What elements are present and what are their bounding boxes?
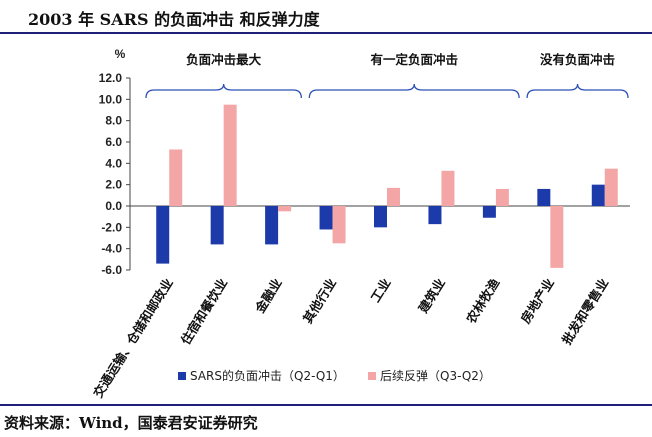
category-label: 农林牧渔 xyxy=(463,275,503,327)
bar-rebound-7 xyxy=(550,206,564,268)
bar-rebound-2 xyxy=(278,206,292,212)
bar-rebound-0 xyxy=(169,149,183,206)
bar-negative-shock-1 xyxy=(210,206,224,245)
bar-rebound-5 xyxy=(441,170,455,206)
y-tick-label: 6.0 xyxy=(105,135,122,149)
y-tick-label: 2.0 xyxy=(105,178,122,192)
y-tick-label: -6.0 xyxy=(101,263,122,277)
bar-negative-shock-4 xyxy=(374,206,387,228)
y-tick-label: 4.0 xyxy=(105,156,122,170)
bar-negative-shock-6 xyxy=(482,206,496,218)
category-label: 工业 xyxy=(368,275,394,305)
bar-negative-shock-7 xyxy=(537,188,551,206)
category-label: 建筑业 xyxy=(415,275,448,315)
legend-swatch xyxy=(178,372,186,380)
source-bar: 资料来源：Wind，国泰君安证券研究 xyxy=(0,404,652,437)
group-label: 有一定负面冲击 xyxy=(370,52,458,67)
legend-label: 后续反弹（Q3-Q2） xyxy=(380,369,491,383)
group-bracket xyxy=(308,83,520,99)
legend-label: SARS的负面冲击（Q2-Q1） xyxy=(190,368,345,383)
group-bracket xyxy=(526,83,629,99)
bar-rebound-1 xyxy=(223,104,237,206)
y-axis-unit: % xyxy=(115,47,126,61)
category-label: 其他行业 xyxy=(300,275,339,326)
bar-negative-shock-5 xyxy=(428,206,442,225)
title-bar: 2003 年 SARS 的负面冲击 和反弹力度 xyxy=(0,0,652,34)
group-label: 负面冲击最大 xyxy=(186,52,262,67)
legend-swatch xyxy=(368,372,376,380)
y-tick-label: -4.0 xyxy=(101,242,122,256)
source-note: 资料来源：Wind，国泰君安证券研究 xyxy=(4,414,258,432)
y-tick-label: 12.0 xyxy=(99,71,123,85)
bar-rebound-6 xyxy=(495,188,509,206)
group-bracket xyxy=(145,83,302,99)
bar-rebound-3 xyxy=(332,206,346,244)
y-tick-label: 8.0 xyxy=(105,114,122,128)
category-label: 住宿和餐饮业 xyxy=(178,275,231,347)
category-label: 房地产业 xyxy=(518,275,557,326)
chart-title: 2003 年 SARS 的负面冲击 和反弹力度 xyxy=(28,10,320,29)
group-label: 没有负面冲击 xyxy=(540,52,615,67)
y-tick-label: 10.0 xyxy=(99,92,123,106)
y-tick-label: -2.0 xyxy=(101,220,122,234)
bar-negative-shock-0 xyxy=(156,206,170,264)
bar-negative-shock-8 xyxy=(591,184,605,206)
category-label: 交通运输、仓储和邮政业 xyxy=(90,275,176,400)
bar-negative-shock-2 xyxy=(265,206,279,245)
bar-rebound-4 xyxy=(387,187,400,206)
y-tick-label: 0.0 xyxy=(105,199,122,213)
category-label: 批发和零售业 xyxy=(559,275,612,347)
bar-rebound-8 xyxy=(604,168,618,206)
category-label: 金融业 xyxy=(252,275,285,316)
bar-negative-shock-3 xyxy=(319,206,333,230)
